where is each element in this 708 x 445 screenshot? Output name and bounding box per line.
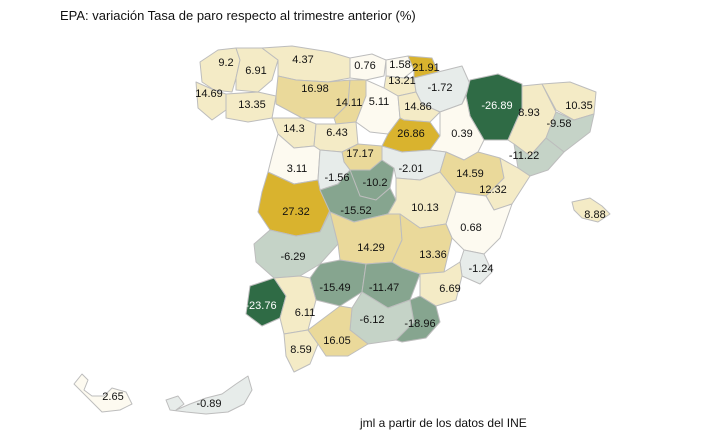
- province-value-label-soria: 26.86: [397, 128, 425, 140]
- province-value-label-caceres: 27.32: [282, 206, 310, 218]
- province-value-label-barcelona: -9.58: [546, 118, 571, 130]
- province-ourense: [225, 91, 277, 123]
- province-value-label-valladolid: 6.43: [326, 127, 347, 139]
- province-value-label-alava: 13.21: [388, 75, 416, 87]
- province-value-label-bizkaia: 1.58: [389, 59, 410, 71]
- province-value-label-almeria: -18.96: [404, 318, 435, 330]
- province-value-label-cuenca: 10.13: [411, 202, 439, 214]
- province-las-palmas: [165, 375, 253, 415]
- province-value-label-valencia: 0.68: [460, 222, 481, 234]
- province-value-label-las-palmas: -0.89: [196, 398, 221, 410]
- province-value-label-alicante: -1.24: [468, 263, 493, 275]
- province-bizkaia: [385, 55, 415, 79]
- province-value-label-la-rioja: 14.86: [404, 101, 432, 113]
- province-value-label-guadalajara: -2.01: [398, 163, 423, 175]
- map-title: EPA: variación Tasa de paro respecto al …: [60, 8, 416, 23]
- map-credit: jml a partir de los datos del INE: [360, 416, 527, 430]
- province-value-label-salamanca: 3.11: [287, 163, 308, 175]
- province-value-label-murcia: 6.69: [439, 283, 460, 295]
- province-value-label-asturias: 4.37: [292, 54, 313, 66]
- province-value-label-madrid: -10.2: [362, 177, 387, 189]
- province-value-label-ciudad-real: 14.29: [357, 242, 385, 254]
- province-value-label-santa-cruz-de-tenerife: 2.65: [102, 391, 123, 403]
- province-value-label-malaga: 16.05: [323, 335, 351, 347]
- province-value-label-granada: -6.12: [359, 314, 384, 326]
- province-value-label-teruel: 14.59: [456, 168, 484, 180]
- province-value-label-albacete: 13.36: [419, 249, 447, 261]
- province-value-label-baleares: 8.88: [584, 209, 605, 221]
- province-ciudad-real: [329, 211, 403, 265]
- province-value-label-a-coruna: 9.2: [218, 57, 233, 69]
- province-a-coruna: [199, 47, 241, 93]
- province-value-label-burgos: 5.11: [369, 96, 390, 108]
- province-value-label-cadiz: 8.59: [290, 344, 311, 356]
- province-value-label-avila: -1.56: [324, 172, 349, 184]
- province-value-label-zaragoza: 0.39: [451, 128, 472, 140]
- province-cantabria: [349, 53, 387, 81]
- province-value-label-lugo: 6.91: [245, 65, 266, 77]
- province-value-label-segovia: 17.17: [346, 148, 374, 160]
- province-value-label-palencia: 14.11: [336, 97, 363, 109]
- province-value-label-pontevedra: 14.69: [195, 88, 223, 100]
- province-value-label-jaen: -11.47: [369, 282, 399, 294]
- province-baleares: [571, 197, 611, 223]
- province-value-label-badajoz: -6.29: [280, 251, 305, 263]
- province-value-label-sevilla: 6.11: [295, 307, 316, 319]
- province-value-label-zamora: 14.3: [283, 123, 304, 135]
- province-value-label-lleida: 8.93: [518, 107, 539, 119]
- province-value-label-huelva: -23.76: [245, 300, 276, 312]
- province-malaga: [307, 305, 369, 357]
- province-value-label-toledo: -15.52: [340, 205, 371, 217]
- province-tarragona: [513, 137, 565, 177]
- province-value-label-leon: 16.98: [301, 83, 329, 95]
- province-value-label-gipuzkoa: 21.91: [412, 62, 440, 74]
- province-value-label-cantabria: 0.76: [354, 60, 375, 72]
- province-value-label-cordoba: -15.49: [319, 282, 350, 294]
- province-value-label-huesca: -26.89: [481, 100, 512, 112]
- province-value-label-ourense: 13.35: [238, 99, 266, 111]
- province-asturias: [261, 45, 351, 83]
- province-value-label-castellon: 12.32: [479, 184, 507, 196]
- province-value-label-girona: 10.35: [565, 100, 593, 112]
- province-santa-cruz-de-tenerife: [73, 373, 133, 413]
- province-value-label-navarra: -1.72: [427, 82, 452, 94]
- province-value-label-tarragona: -11.22: [509, 150, 539, 162]
- province-almeria: [395, 295, 441, 343]
